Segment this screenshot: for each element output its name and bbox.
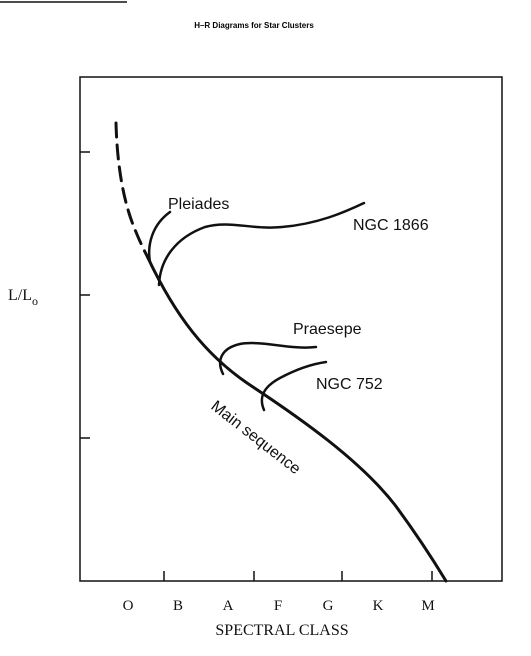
x-tick-label-k: K <box>373 598 384 614</box>
y-axis-title-subscript: o <box>32 294 38 308</box>
pleiades-curve <box>148 210 172 264</box>
chart-title: H–R Diagrams for Star Clusters <box>194 21 314 30</box>
plot-frame <box>79 76 503 582</box>
x-tick-label-o: O <box>123 598 134 614</box>
ngc752-curve <box>260 360 328 412</box>
praesepe-label: Praesepe <box>293 321 362 338</box>
x-axis-title: SPECTRAL CLASS <box>215 622 348 639</box>
x-tick-label-g: G <box>323 598 334 614</box>
main-sequence-dashed-curve <box>114 121 150 260</box>
ngc1866-curve <box>157 201 366 287</box>
y-axis-title: L/Lo <box>8 287 38 308</box>
x-tick-label-f: F <box>274 598 282 614</box>
ngc752-label: NGC 752 <box>316 376 383 393</box>
y-axis-title-main: L/L <box>8 287 32 304</box>
pleiades-label: Pleiades <box>168 196 229 213</box>
main-sequence-curve <box>146 256 448 583</box>
ngc1866-label: NGC 1866 <box>353 217 429 234</box>
main-sequence-label: Main sequence <box>208 398 304 478</box>
x-tick-label-m: M <box>421 598 434 614</box>
x-tick-label-a: A <box>223 598 234 614</box>
x-tick-label-b: B <box>173 598 183 614</box>
praesepe-curve <box>218 341 318 376</box>
